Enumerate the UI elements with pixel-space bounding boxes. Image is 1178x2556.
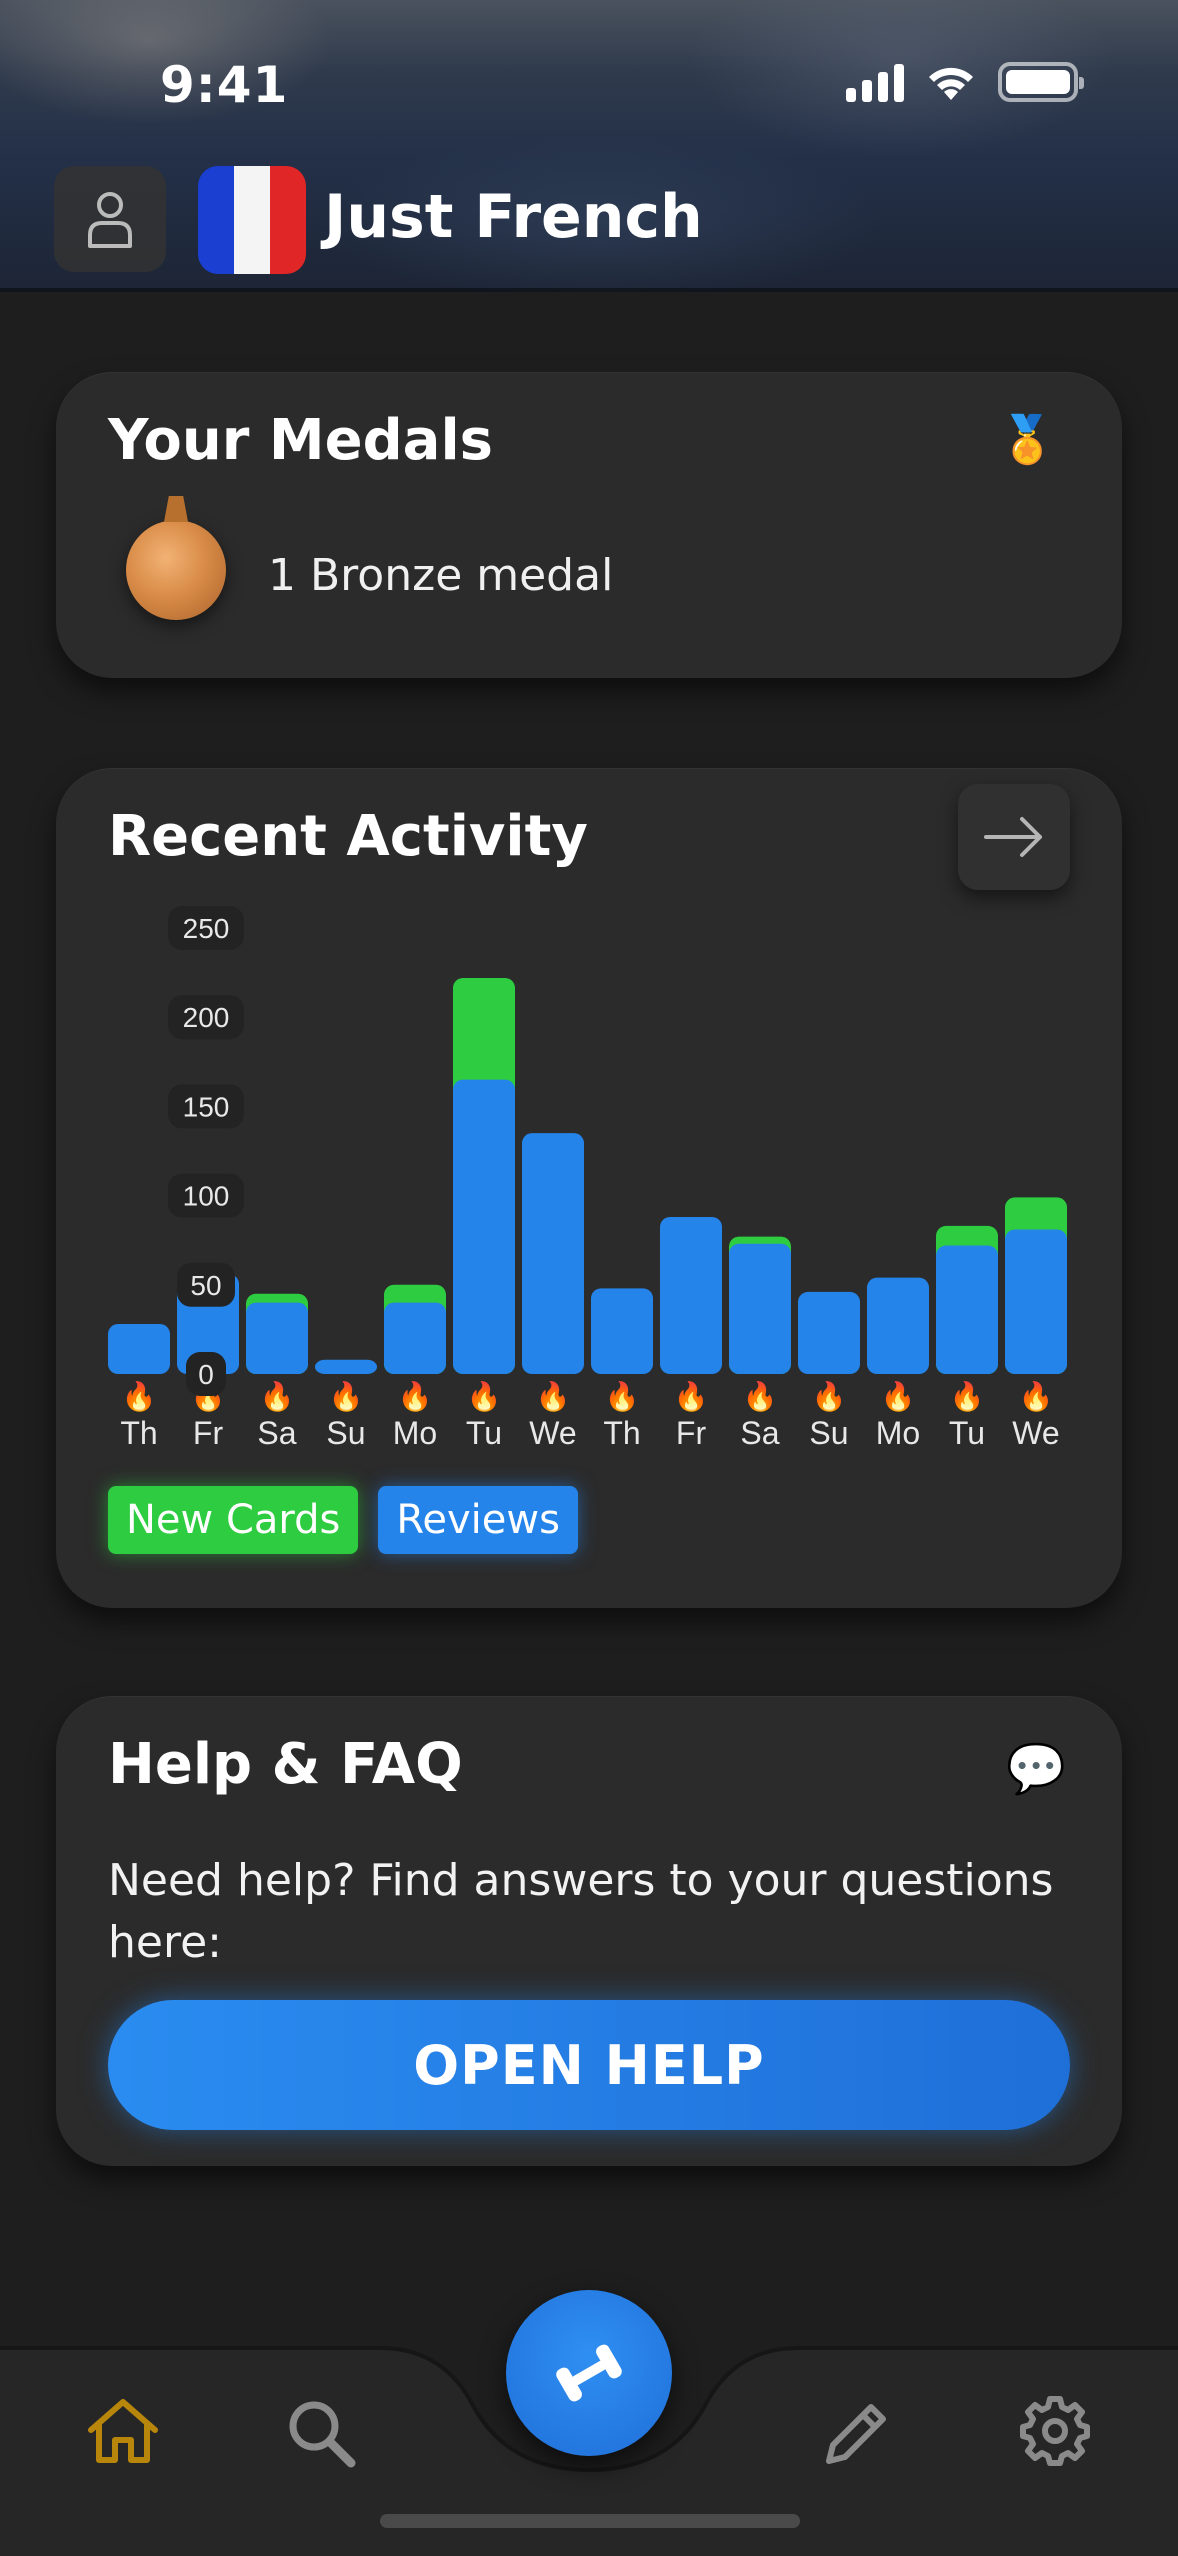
tab-bar [0,2346,1178,2556]
bar-reviews [867,1277,929,1374]
bar-reviews [936,1245,998,1374]
home-icon [88,2399,158,2463]
bar-reviews [591,1288,653,1374]
y-tick-bg [186,1352,226,1396]
wifi-icon [929,67,973,100]
fire-icon: 🔥 [467,1380,502,1413]
y-tick-label: 150 [183,1091,230,1122]
medals-card: Your Medals 🏅 1 Bronze medal [56,372,1122,678]
y-tick-label: 200 [183,1002,230,1033]
y-tick-label: 250 [183,913,230,944]
medals-title: Your Medals [108,408,493,473]
bar-reviews [315,1359,377,1374]
x-tick-label: We [529,1415,576,1451]
y-tick-bg [177,1262,235,1307]
x-tick-label: Mo [876,1415,920,1451]
fire-icon: 🔥 [260,1380,295,1413]
chart-legend: New Cards Reviews [108,1486,578,1554]
bar-reviews [660,1217,722,1374]
bar-reviews [798,1291,860,1374]
fire-icon: 🔥 [329,1380,364,1413]
home-tab[interactable] [78,2386,168,2476]
x-tick-label: Su [326,1415,365,1451]
gear-icon [1020,2396,1090,2466]
x-tick-label: Th [120,1415,157,1451]
fire-icon: 🔥 [812,1380,847,1413]
app-title: Just French [324,182,703,252]
fire-icon: 🔥 [881,1380,916,1413]
help-description: Need help? Find answers to your question… [108,1855,1054,1968]
medal-count-text: 1 Bronze medal [268,550,614,601]
status-time: 9:41 [160,56,289,114]
y-tick-label: 50 [190,1270,221,1301]
x-tick-label: Mo [393,1415,437,1451]
help-card: Help & FAQ 💬 Need help? Find answers to … [56,1696,1122,2166]
y-tick-bg [168,995,244,1040]
fire-icon: 🔥 [122,1380,157,1413]
practice-button[interactable] [506,2290,672,2456]
y-tick-bg [168,906,244,950]
y-tick-bg [168,1173,244,1218]
legend-new-cards[interactable]: New Cards [108,1486,359,1554]
recent-activity-card: Recent Activity 🔥 Th 🔥 Fr 🔥 Sa 🔥 Su 🔥 Mo 🔥 Tu 🔥 We 🔥 Th… [56,768,1122,1608]
fire-icon: 🔥 [950,1380,985,1413]
french-flag-icon [198,166,306,274]
fire-icon: 🔥 [398,1380,433,1413]
x-tick-label: Su [809,1415,848,1451]
activity-chart: 🔥Th🔥Fr🔥Sa🔥Su🔥Mo🔥Tu🔥We🔥Th🔥Fr🔥Sa🔥Su🔥Mo🔥Tu🔥… [108,906,1067,1451]
search-icon [289,2401,356,2468]
open-help-button[interactable]: OPEN HELP [108,2000,1070,2130]
fire-icon: 🔥 [605,1380,640,1413]
activity-details-button[interactable] [958,784,1070,890]
legend-reviews[interactable]: Reviews [378,1486,578,1554]
x-tick-label: Sa [740,1415,779,1451]
pencil-icon [826,2404,886,2464]
x-tick-label: Tu [466,1415,502,1451]
header: 9:41 Just French [0,0,1178,292]
bronze-medal-icon [126,520,226,620]
x-tick-label: Sa [257,1415,296,1451]
medal-icon: 🏅 [998,412,1056,466]
search-tab[interactable] [276,2388,366,2478]
fire-icon: 🔥 [674,1380,709,1413]
fire-icon: 🔥 [1019,1380,1054,1413]
bar-reviews [729,1243,791,1374]
bar-reviews [108,1324,170,1374]
x-tick-label: Fr [193,1415,224,1451]
bar-reviews [522,1133,584,1374]
bar-reviews [384,1302,446,1374]
profile-button[interactable] [54,166,166,272]
x-tick-label: We [1012,1415,1059,1451]
status-icons [846,62,1084,102]
x-tick-label: Tu [949,1415,985,1451]
home-indicator [380,2514,800,2528]
y-tick-bg [168,1084,244,1129]
signal-icon [846,62,904,102]
edit-tab[interactable] [812,2388,902,2478]
bar-reviews [1005,1229,1067,1374]
x-tick-label: Th [603,1415,640,1451]
fire-icon: 🔥 [743,1380,778,1413]
fire-icon: 🔥 [536,1380,571,1413]
speech-bubble-icon: 💬 [1006,1741,1066,1797]
dumbbell-icon [556,2344,622,2402]
battery-icon [998,62,1084,102]
settings-tab[interactable] [1010,2386,1100,2476]
help-title: Help & FAQ [108,1732,463,1797]
arrow-right-icon [984,817,1042,857]
bar-reviews [453,1079,515,1374]
y-tick-label: 100 [183,1181,230,1212]
activity-title: Recent Activity [108,804,588,869]
bar-reviews [246,1302,308,1374]
y-tick-label: 0 [198,1359,214,1390]
x-tick-label: Fr [676,1415,707,1451]
user-icon [88,192,132,248]
